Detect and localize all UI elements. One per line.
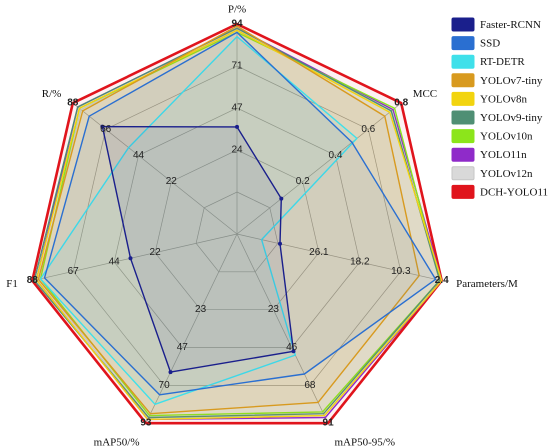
legend-swatch-yolov9-tiny: [451, 110, 475, 125]
tick-label-p-3: 47: [231, 103, 243, 114]
legend-label-yolo11n: YOLO11n: [480, 149, 527, 161]
radar-tick-labels: 94 71 47 24 0.8 0.6 0.4 0.2 2.4 10.3 18.2 26.1 91 68 4…: [27, 19, 449, 429]
tick-label-map50-95-1: 91: [323, 418, 335, 429]
series-ssd: [43, 31, 437, 396]
legend-label-dch-yolo11: DCH-YOLO11: [480, 186, 548, 198]
tick-label-p-1: 94: [231, 19, 243, 30]
tick-label-p-4: 24: [231, 145, 243, 156]
grid-ring-5: [195, 191, 279, 273]
tick-label-r-1: 88: [67, 98, 79, 109]
point-faster-rcnn-4: [291, 349, 296, 354]
tick-label-map50-3: 47: [177, 342, 189, 353]
axis-label-p: P/%: [228, 3, 246, 15]
axis-label-r: R/%: [42, 88, 62, 100]
legend-label-rt-detr: RT-DETR: [480, 56, 525, 68]
tick-label-mcc-2: 0.6: [361, 124, 375, 135]
tick-label-map50-95-4: 23: [268, 304, 280, 315]
spoke-mcc: [236, 102, 402, 235]
spoke-r: [72, 102, 238, 235]
tick-label-map50-1: 93: [140, 418, 152, 429]
series-yolov8n: [35, 29, 443, 421]
tick-label-p-2: 71: [231, 61, 243, 72]
tick-label-map50-95-3: 46: [286, 342, 298, 353]
tick-label-f1-1: 88: [27, 275, 39, 286]
tick-label-f1-2: 67: [68, 266, 80, 277]
point-faster-rcnn-2: [279, 196, 284, 201]
tick-label-parameters-m-3: 18.2: [350, 257, 370, 268]
legend-label-yolov7-tiny: YOLOv7-tiny: [480, 75, 543, 87]
tick-label-f1-4: 22: [150, 247, 162, 258]
axis-label-map50-95: mAP50-95/%: [335, 436, 396, 448]
radar-series: [30, 22, 444, 425]
point-faster-rcnn-3: [278, 241, 282, 246]
series-yolov7-tiny: [37, 25, 420, 415]
legend-label-ssd: SSD: [480, 38, 500, 50]
grid-ring-3: [113, 107, 361, 348]
point-faster-rcnn-5: [168, 370, 173, 375]
legend-label-yolov8n: YOLOv8n: [480, 93, 528, 105]
tick-label-mcc-1: 0.8: [394, 98, 408, 109]
legend-swatch-faster-rcnn: [451, 17, 475, 32]
axis-label-parameters-m: Parameters/M: [456, 278, 518, 290]
tick-label-parameters-m-2: 10.3: [391, 266, 411, 277]
series-rt-detr: [39, 35, 358, 405]
spoke-map50-95: [236, 233, 329, 424]
point-faster-rcnn-7: [100, 124, 105, 129]
tick-label-map50-2: 70: [159, 380, 171, 391]
point-faster-rcnn-6: [128, 256, 133, 261]
tick-label-map50-95-2: 68: [304, 380, 316, 391]
legend-swatch-dch-yolo11: [451, 184, 475, 199]
axis-label-f1: F1: [6, 278, 18, 290]
legend: Faster-RCNN SSD RT-DETR YOLOv7-tiny YOLOv8n Y…: [451, 17, 548, 199]
tick-label-f1-3: 44: [109, 257, 121, 268]
legend-swatch-ssd: [451, 36, 475, 51]
spoke-f1: [32, 233, 238, 282]
axis-label-map50: mAP50/%: [94, 436, 140, 448]
legend-label-yolov12n: YOLOv12n: [480, 168, 533, 180]
tick-label-parameters-m-1: 2.4: [435, 275, 449, 286]
axis-label-mcc: MCC: [413, 88, 437, 100]
tick-label-r-4: 22: [166, 176, 178, 187]
legend-swatch-yolov12n: [451, 166, 475, 181]
legend-swatch-yolov7-tiny: [451, 73, 475, 88]
tick-label-r-2: 66: [100, 124, 112, 135]
spoke-parameters-m: [236, 233, 442, 282]
legend-swatch-yolov8n: [451, 91, 475, 106]
legend-label-faster-rcnn: Faster-RCNN: [480, 19, 541, 31]
tick-label-r-3: 44: [133, 150, 145, 161]
series-faster-rcnn: [101, 125, 295, 373]
tick-label-map50-4: 23: [195, 304, 207, 315]
series-yolov9-tiny: [33, 27, 441, 419]
point-faster-rcnn-1: [235, 124, 239, 129]
legend-swatch-yolov10n: [451, 129, 475, 144]
grid-ring-2: [72, 65, 402, 386]
legend-label-yolov9-tiny: YOLOv9-tiny: [480, 112, 543, 124]
legend-swatch-yolo11n: [451, 147, 475, 162]
tick-label-mcc-4: 0.2: [296, 176, 310, 187]
legend-label-yolov10n: YOLOv10n: [480, 131, 533, 143]
tick-label-parameters-m-4: 26.1: [309, 247, 329, 258]
legend-swatch-rt-detr: [451, 54, 475, 69]
spoke-map50: [145, 233, 238, 424]
radar-axis-labels: P/% MCC Parameters/M mAP50-95/% mAP50/% F1 R/%: [6, 3, 518, 448]
tick-label-mcc-3: 0.4: [329, 150, 343, 161]
